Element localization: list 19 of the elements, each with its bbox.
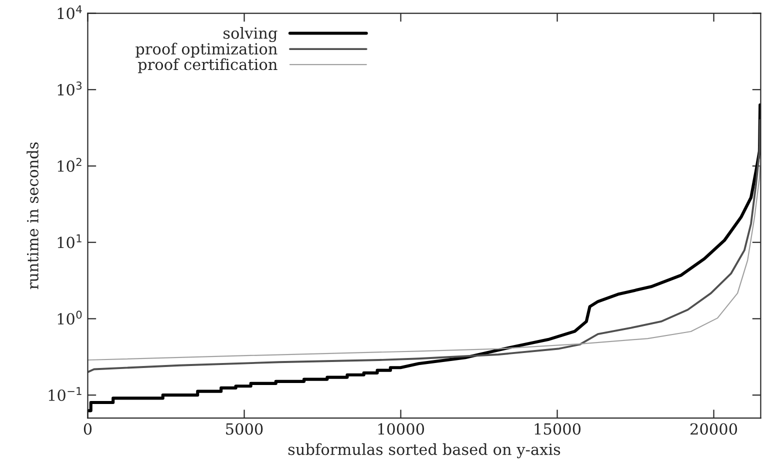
legend-label: proof optimization — [136, 42, 278, 58]
x-tick-label: 10000 — [378, 423, 424, 435]
line-series — [88, 165, 761, 361]
x-tick-label: 15000 — [534, 423, 581, 435]
x-tick-label: 0 — [84, 423, 92, 435]
y-tick-label: 10$^{1}$ — [58, 234, 82, 248]
y-tick-label: 10$^{−1}$ — [48, 387, 82, 401]
y-tick-label: 10$^{4}$ — [58, 5, 82, 20]
line-series — [88, 103, 761, 412]
y-tick-label: 10$^{0}$ — [58, 310, 82, 325]
legend-label: proof certification — [138, 58, 278, 74]
y-tick-label: 10$^{3}$ — [58, 82, 82, 96]
x-axis-title: subformulas sorted based on y-axis — [288, 443, 560, 458]
line-series — [88, 119, 761, 374]
y-axis-title: runtime in seconds — [26, 142, 38, 290]
legend-label: solving — [224, 27, 278, 42]
x-tick-label: 20000 — [690, 423, 738, 435]
y-tick-label: 10$^{2}$ — [58, 158, 82, 172]
x-tick-label: 5000 — [226, 423, 263, 435]
